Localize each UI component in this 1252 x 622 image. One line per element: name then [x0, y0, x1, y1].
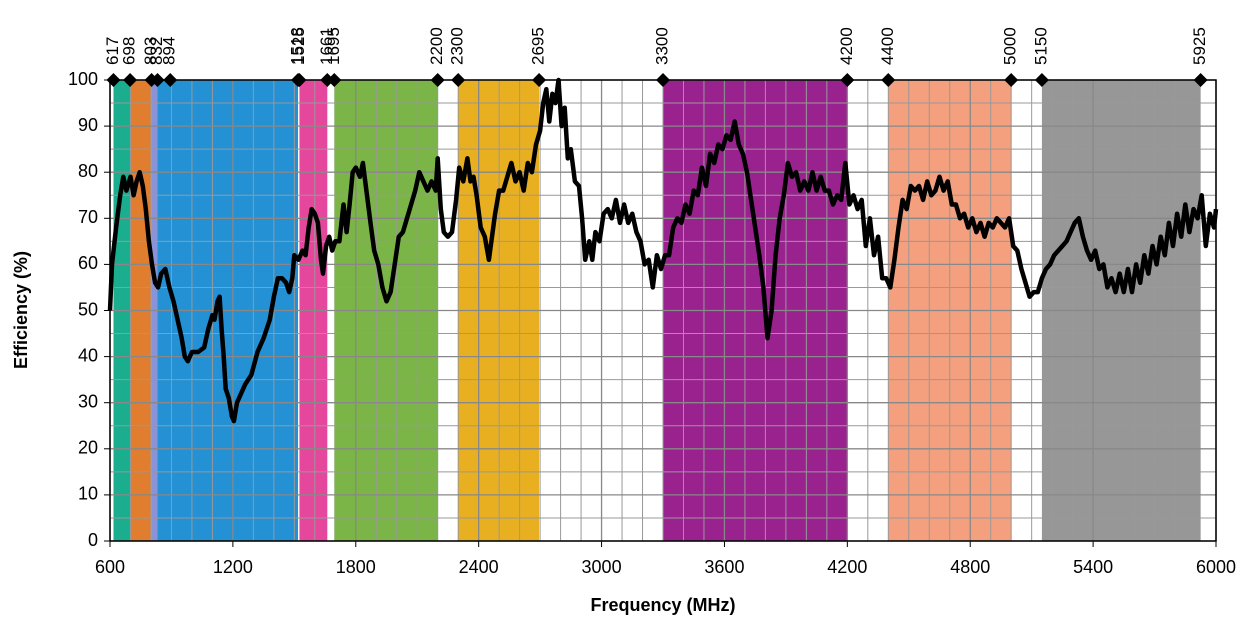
- edge-marker: [1193, 73, 1208, 87]
- x-tick-label: 4800: [950, 557, 990, 577]
- edge-label: 2300: [448, 27, 467, 65]
- edge-marker: [150, 73, 165, 87]
- edge-label: 3300: [652, 27, 671, 65]
- y-tick-label: 60: [78, 253, 98, 273]
- efficiency-line: [107, 77, 1219, 424]
- edge-marker: [292, 73, 307, 87]
- x-tick-label: 3600: [704, 557, 744, 577]
- edge-label: 1518: [288, 27, 307, 65]
- edge-label: 803: [141, 37, 160, 65]
- x-tick-label: 1800: [336, 557, 376, 577]
- edge-label: 1525: [289, 27, 308, 65]
- edge-label: 4200: [837, 27, 856, 65]
- edge-label: 1661: [317, 27, 336, 65]
- y-tick-label: 30: [78, 391, 98, 411]
- edge-label: 5000: [1001, 27, 1020, 65]
- x-tick-label: 3000: [582, 557, 622, 577]
- edge-label: 2695: [529, 27, 548, 65]
- x-tick-label: 2400: [459, 557, 499, 577]
- y-tick-label: 90: [78, 115, 98, 135]
- edge-label: 617: [103, 37, 122, 65]
- y-tick-label: 40: [78, 345, 98, 365]
- y-tick-label: 10: [78, 484, 98, 504]
- y-tick-label: 50: [78, 299, 98, 319]
- edge-marker: [881, 73, 896, 87]
- edge-marker: [430, 73, 445, 87]
- edge-marker: [451, 73, 466, 87]
- x-tick-label: 4200: [827, 557, 867, 577]
- edge-label: 4400: [878, 27, 897, 65]
- x-tick-label: 6000: [1196, 557, 1236, 577]
- x-tick-label: 5400: [1073, 557, 1113, 577]
- edge-marker: [163, 73, 178, 87]
- edge-marker: [1034, 73, 1049, 87]
- x-axis-label: Frequency (MHz): [590, 595, 735, 615]
- edge-marker: [327, 73, 342, 87]
- x-tick-label: 1200: [213, 557, 253, 577]
- y-tick-label: 80: [78, 161, 98, 181]
- edge-marker: [1004, 73, 1019, 87]
- y-tick-label: 0: [88, 530, 98, 550]
- y-axis-label: Efficiency (%): [11, 251, 31, 369]
- edge-label: 832: [147, 37, 166, 65]
- edge-label: 894: [160, 37, 179, 65]
- edge-marker: [106, 73, 121, 87]
- edge-label: 1695: [324, 27, 343, 65]
- edge-label: 5925: [1190, 27, 1209, 65]
- y-tick-label: 100: [68, 69, 98, 89]
- edge-marker: [840, 73, 855, 87]
- edge-label: 2200: [427, 27, 446, 65]
- edge-marker: [656, 73, 670, 87]
- y-tick-label: 70: [78, 207, 98, 227]
- edge-marker: [532, 73, 547, 87]
- edge-label: 698: [120, 37, 139, 65]
- x-tick-label: 600: [95, 557, 125, 577]
- y-tick-label: 20: [78, 438, 98, 458]
- edge-label: 5150: [1031, 27, 1050, 65]
- edge-marker: [123, 73, 138, 87]
